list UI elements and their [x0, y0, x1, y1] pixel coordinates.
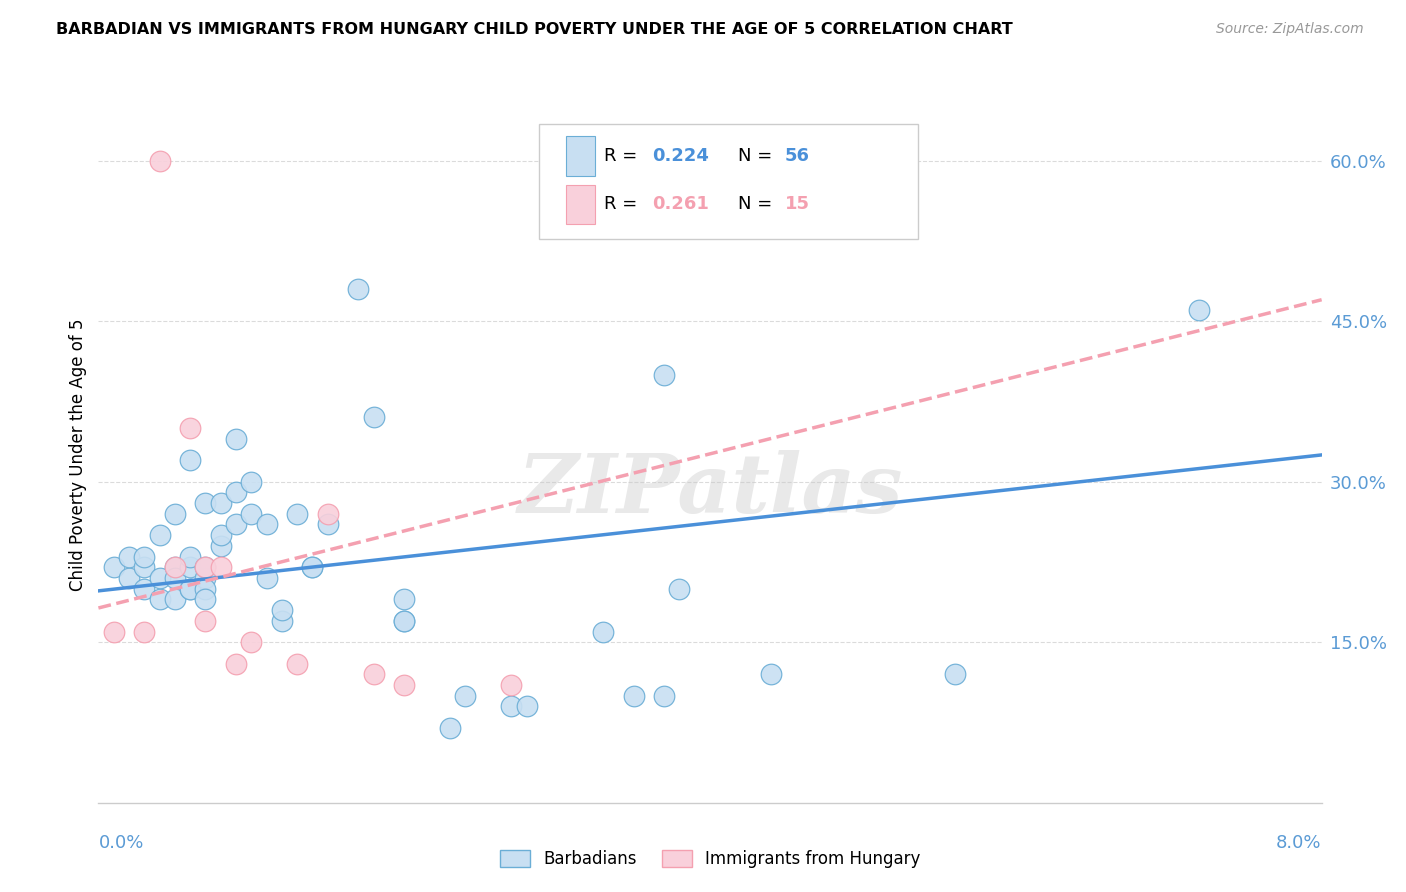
Point [439, 721, 461, 735]
Text: 0.261: 0.261 [652, 195, 710, 213]
FancyBboxPatch shape [565, 136, 595, 176]
Point [501, 678, 523, 692]
Point [163, 560, 186, 574]
Point [301, 560, 323, 574]
Point [179, 582, 201, 596]
Point [516, 699, 538, 714]
FancyBboxPatch shape [538, 124, 918, 239]
Point [225, 657, 247, 671]
Point [134, 582, 156, 596]
Point [347, 282, 370, 296]
Point [225, 432, 247, 446]
Point [163, 592, 186, 607]
Point [103, 624, 125, 639]
Point [179, 421, 201, 435]
Point [163, 507, 186, 521]
Point [363, 667, 385, 681]
Point [149, 153, 172, 168]
Text: R =: R = [603, 147, 643, 165]
Point [209, 539, 232, 553]
Text: BARBADIAN VS IMMIGRANTS FROM HUNGARY CHILD POVERTY UNDER THE AGE OF 5 CORRELATIO: BARBADIAN VS IMMIGRANTS FROM HUNGARY CHI… [56, 22, 1012, 37]
Point [149, 571, 172, 585]
Text: Source: ZipAtlas.com: Source: ZipAtlas.com [1216, 22, 1364, 37]
Text: N =: N = [738, 195, 778, 213]
Point [240, 475, 263, 489]
Point [392, 592, 416, 607]
Point [103, 560, 125, 574]
Point [149, 592, 172, 607]
Point [392, 614, 416, 628]
Point [301, 560, 323, 574]
Point [623, 689, 645, 703]
Text: 0.224: 0.224 [652, 147, 710, 165]
Point [316, 517, 339, 532]
FancyBboxPatch shape [565, 185, 595, 224]
Point [134, 624, 156, 639]
Y-axis label: Child Poverty Under the Age of 5: Child Poverty Under the Age of 5 [69, 318, 87, 591]
Point [392, 678, 416, 692]
Point [179, 582, 201, 596]
Point [668, 582, 690, 596]
Point [652, 368, 675, 382]
Point [270, 603, 294, 617]
Point [1188, 303, 1211, 318]
Point [194, 592, 217, 607]
Text: 0.0%: 0.0% [98, 834, 143, 852]
Point [194, 614, 217, 628]
Text: 15: 15 [785, 195, 810, 213]
Point [134, 549, 156, 564]
Legend: Barbadians, Immigrants from Hungary: Barbadians, Immigrants from Hungary [494, 843, 927, 874]
Text: 8.0%: 8.0% [1277, 834, 1322, 852]
Point [270, 614, 294, 628]
Point [179, 453, 201, 467]
Point [194, 560, 217, 574]
Point [149, 528, 172, 542]
Point [240, 635, 263, 649]
Text: N =: N = [738, 147, 778, 165]
Point [759, 667, 782, 681]
Point [179, 560, 201, 574]
Text: R =: R = [603, 195, 643, 213]
Point [285, 507, 308, 521]
Point [209, 528, 232, 542]
Point [501, 699, 523, 714]
Point [256, 571, 278, 585]
Point [225, 517, 247, 532]
Point [209, 496, 232, 510]
Point [194, 560, 217, 574]
Point [392, 614, 416, 628]
Text: 56: 56 [785, 147, 810, 165]
Point [454, 689, 477, 703]
Point [118, 571, 141, 585]
Point [256, 517, 278, 532]
Point [118, 549, 141, 564]
Point [134, 560, 156, 574]
Text: ZIPatlas: ZIPatlas [517, 450, 903, 530]
Point [163, 571, 186, 585]
Point [179, 549, 201, 564]
Point [592, 624, 614, 639]
Point [240, 507, 263, 521]
Point [285, 657, 308, 671]
Point [652, 689, 675, 703]
Point [194, 571, 217, 585]
Point [943, 667, 966, 681]
Point [316, 507, 339, 521]
Point [225, 485, 247, 500]
Point [163, 560, 186, 574]
Point [363, 410, 385, 425]
Point [194, 496, 217, 510]
Point [209, 560, 232, 574]
Point [194, 582, 217, 596]
